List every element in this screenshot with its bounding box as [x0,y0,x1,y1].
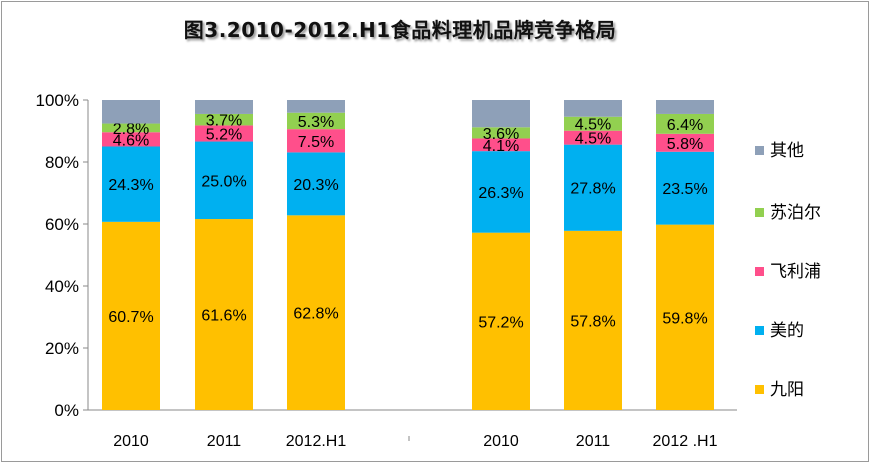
data-label: 23.5% [662,181,707,198]
legend-label: 九阳 [770,380,804,399]
legend-label: 苏泊尔 [770,203,821,222]
legend-label: 美的 [770,321,804,340]
data-label: 61.6% [201,308,246,325]
bar-segment [656,151,714,225]
chart-title: 图3.2010-2012.H1食品料理机品牌竞争格局 [183,18,617,42]
data-label: 7.5% [298,134,334,151]
bar-segment [472,232,530,410]
legend-swatch [755,326,764,335]
bar-segment [102,221,160,410]
x-tick-label: 2010 [483,433,519,450]
bar-segment [195,100,253,114]
data-label: 5.3% [298,114,334,131]
data-label: 60.7% [108,309,153,326]
y-tick-label: 20% [45,339,79,358]
legend-swatch [755,267,764,276]
data-label: 4.6% [113,132,149,149]
bar-segment [656,133,714,152]
data-label: 27.8% [570,181,615,198]
bar-segment [564,116,622,131]
data-label: 24.3% [108,177,153,194]
legend-swatch [755,146,764,155]
data-label: 3.7% [206,113,242,130]
x-tick-label: 2010 [113,433,149,450]
bar-segment [564,144,622,231]
y-tick-label: 40% [45,277,79,296]
bar-segment [472,151,530,233]
x-tick-label: 2012.H1 [286,433,347,450]
data-label: 25.0% [201,173,246,190]
x-tick-label: 2012 .H1 [653,433,718,450]
data-label: 4.5% [575,117,611,134]
data-label: 26.3% [478,185,523,202]
data-label: 59.8% [662,310,707,327]
legend-swatch [755,385,764,394]
bar-segment [656,113,714,134]
y-tick-label: 0% [54,401,79,420]
data-label: 3.6% [483,126,519,143]
data-label: 6.4% [667,117,703,134]
bar-segment [102,100,160,124]
bar-segment [472,100,530,128]
bar-segment [195,125,253,142]
y-tick-label: 100% [36,91,79,110]
bar-segment [564,100,622,117]
data-label: 5.2% [206,126,242,143]
data-label: 4.5% [575,131,611,148]
bar-segment [564,230,622,410]
bar-segment [287,100,345,113]
data-label: 57.2% [478,314,523,331]
bar-segment [102,146,160,222]
data-label: 57.8% [570,313,615,330]
data-label: 62.8% [293,306,338,323]
bar-segment [102,123,160,133]
x-tick-label: 2011 [576,433,611,450]
data-label: 5.8% [667,136,703,153]
bar-segment [472,138,530,152]
bar-segment [287,152,345,216]
bar-segment [195,219,253,410]
data-label: 20.3% [293,177,338,194]
legend-label: 其他 [770,141,804,160]
x-tick-label: 2011 [207,433,242,450]
data-label: 4.1% [483,138,519,155]
data-label: 2.8% [113,121,149,138]
bar-segment [287,215,345,410]
legend-label: 飞利浦 [770,262,821,281]
bar-segment [287,112,345,130]
bar-segment [195,113,253,126]
bar-segment [656,100,714,114]
y-tick-label: 80% [45,153,79,172]
bar-segment [195,141,253,220]
legend-swatch [755,208,764,217]
bar-segment [564,130,622,145]
bar-segment [656,224,714,410]
y-tick-label: 60% [45,215,79,234]
bar-segment [102,132,160,147]
bar-segment [472,127,530,139]
bar-segment [287,129,345,153]
